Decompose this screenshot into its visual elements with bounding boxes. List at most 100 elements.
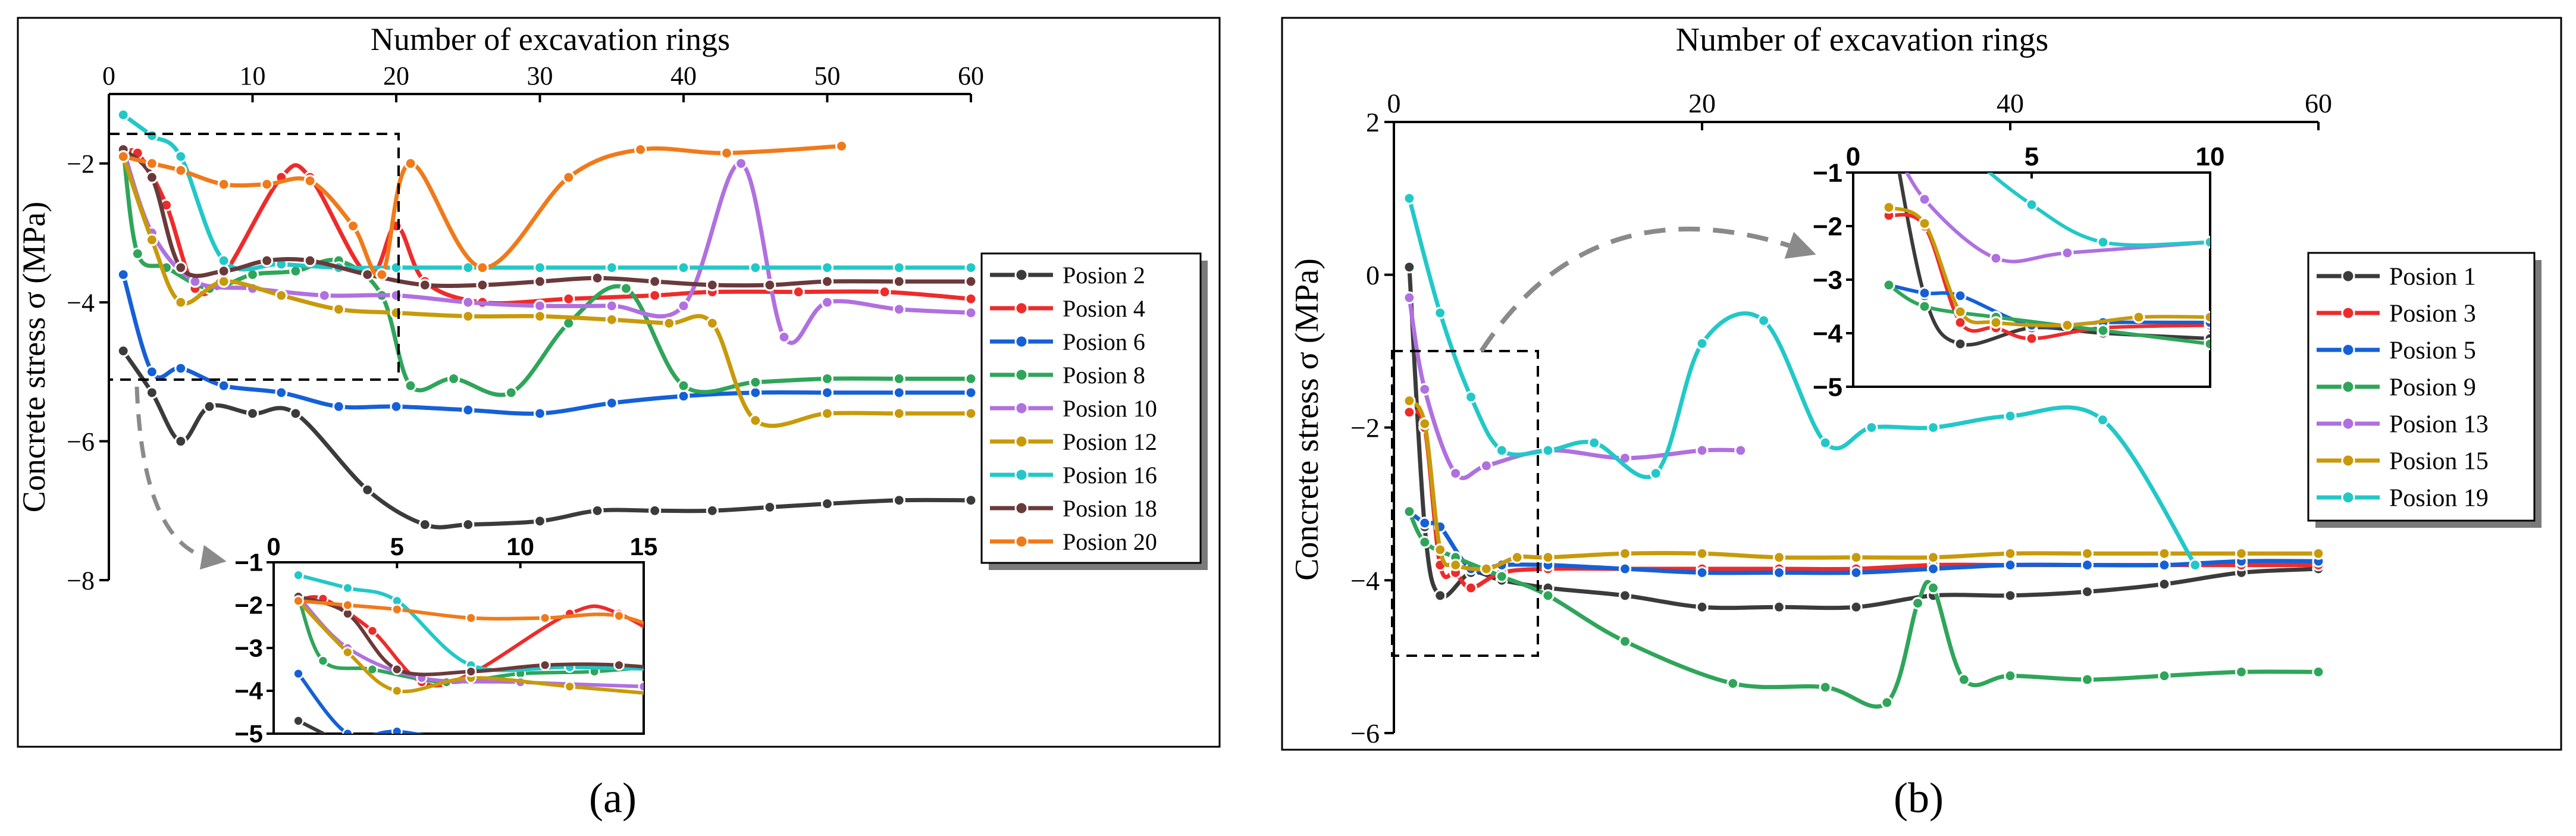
data-point (303, 254, 316, 267)
data-point (361, 268, 374, 281)
data-point (462, 403, 475, 417)
data-point (613, 610, 625, 622)
data-point (2132, 311, 2145, 324)
data-point (1850, 600, 1863, 613)
data-point (677, 299, 690, 312)
data-point (706, 504, 719, 517)
data-point (648, 289, 662, 302)
data-point (2158, 578, 2171, 591)
inset-x-tick-label: 10 (2196, 142, 2225, 171)
data-point (1955, 140, 1966, 151)
series-line (121, 154, 973, 428)
data-point (820, 372, 834, 386)
data-point (390, 400, 403, 413)
data-point (664, 665, 673, 674)
data-point (964, 261, 977, 274)
data-point (2080, 673, 2094, 686)
data-point (174, 150, 187, 163)
data-point (391, 685, 403, 697)
legend-item: Posion 12 (990, 428, 1157, 455)
data-point (1911, 597, 1925, 610)
data-point (763, 278, 776, 292)
panel-a-inset: 0 5 10 15 −5 −4 −3 −2 −1 (234, 533, 673, 760)
data-point (564, 681, 575, 693)
data-point (1884, 130, 1894, 140)
series-posion-18 (117, 143, 977, 292)
data-point (1918, 217, 1931, 230)
panel-b-x-axis-label: Number of excavation rings (1676, 21, 2049, 58)
legend-item: Posion 20 (990, 528, 1157, 555)
data-point (605, 261, 618, 274)
series-line (1407, 509, 2321, 709)
x-tick-label: 40 (670, 61, 697, 90)
data-point (1696, 600, 1709, 613)
legend-label: Posion 4 (1063, 295, 1145, 322)
legend-label: Posion 15 (2389, 448, 2489, 475)
data-point (1495, 444, 1508, 457)
data-point (466, 737, 476, 747)
data-point (1403, 291, 1416, 304)
panel-b-inset: 0 5 10 −5 −4 −3 −2 −1 (1813, 108, 2225, 402)
x-tick-label: 0 (1387, 88, 1401, 118)
data-point (1510, 551, 1524, 564)
data-point (275, 289, 288, 302)
data-point (1618, 547, 1632, 560)
series-line (1986, 173, 2210, 248)
data-point (964, 292, 977, 305)
data-point (1418, 516, 1431, 530)
data-point (892, 372, 905, 386)
data-point (1418, 417, 1431, 430)
data-point (418, 518, 431, 531)
panel-a-axes: 0 10 20 30 40 50 60−8−6−4−2 (67, 61, 984, 595)
data-point (605, 396, 618, 409)
panel-b-caption: (b) (1894, 774, 1944, 822)
data-point (246, 407, 259, 420)
data-point (2004, 669, 2017, 682)
data-point (1926, 551, 1940, 564)
data-point (892, 494, 905, 507)
data-point (2080, 559, 2094, 572)
data-point (1618, 562, 1632, 575)
data-point (217, 178, 230, 191)
legend-marker (2341, 453, 2355, 468)
y-tick-label: 0 (1366, 260, 1380, 290)
data-point (2061, 318, 2074, 332)
data-point (1884, 108, 1894, 119)
data-point (664, 750, 673, 760)
data-point (1541, 589, 1555, 602)
data-point (749, 386, 762, 399)
data-point (462, 261, 475, 274)
data-point (1734, 444, 1747, 457)
legend-label: Posion 1 (2389, 264, 2476, 291)
data-point (1918, 300, 1931, 313)
series-line (121, 147, 973, 345)
data-point (346, 220, 360, 233)
data-point (1850, 566, 1863, 579)
data-point (145, 171, 158, 184)
data-point (1588, 436, 1601, 449)
panel-a-plot-area (117, 108, 977, 531)
inset-frame (272, 561, 645, 735)
legend-marker (1014, 268, 1029, 282)
data-point (203, 400, 216, 413)
data-point (342, 582, 353, 594)
data-point (892, 261, 905, 274)
data-point (366, 625, 378, 637)
data-point (591, 504, 604, 517)
legend-label: Posion 18 (1063, 495, 1157, 522)
data-point (964, 386, 977, 399)
series-line (1407, 399, 2321, 572)
data-point (1696, 566, 1709, 579)
data-point (677, 261, 690, 274)
series-posion-19-inset (1955, 140, 2210, 249)
data-point (145, 365, 158, 378)
data-point (2189, 559, 2202, 572)
legend-marker (2341, 490, 2355, 505)
data-point (749, 261, 762, 274)
series-line (296, 672, 425, 734)
panel-b-axes: 0 20 40 60−6−4−202 (1350, 88, 2332, 749)
data-point (342, 728, 353, 734)
series-posion-2 (117, 345, 977, 531)
data-point (2312, 665, 2325, 678)
data-point (533, 515, 547, 528)
